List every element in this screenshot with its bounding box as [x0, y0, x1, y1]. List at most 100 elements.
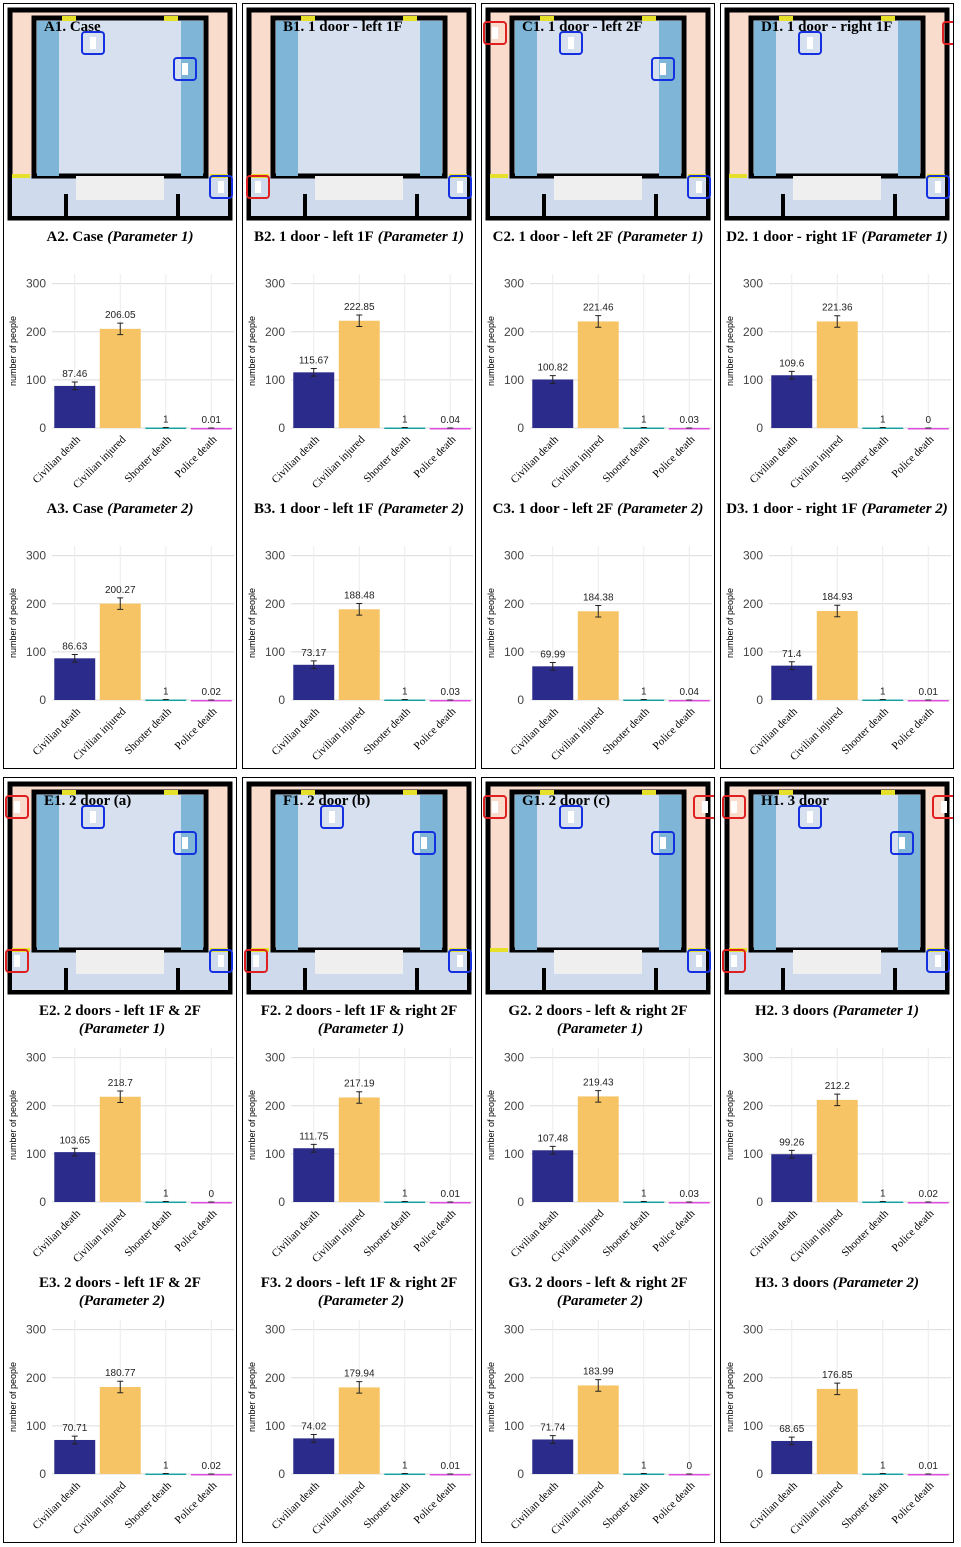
title-text: E2. 2 doors - left 1F & 2F — [39, 1003, 201, 1019]
y-tick-label: 100 — [504, 645, 524, 659]
chart: number of people0100200300100.82Civilian… — [486, 274, 712, 491]
x-tick-label: Police death — [412, 705, 459, 752]
bar — [293, 664, 335, 700]
bar — [429, 1473, 471, 1476]
y-tick-label: 300 — [26, 277, 46, 291]
value-label: 86.63 — [62, 641, 87, 652]
opening — [218, 955, 224, 967]
y-tick-label: 0 — [39, 1467, 46, 1481]
bar — [816, 1388, 858, 1474]
room-strip — [659, 795, 681, 950]
door-marker — [5, 949, 29, 973]
opening — [90, 37, 96, 49]
x-tick-label: Police death — [173, 433, 220, 480]
value-label: 0.01 — [919, 1461, 939, 1472]
error-bar — [71, 1147, 78, 1157]
value-label: 0.04 — [680, 687, 700, 698]
opening — [182, 837, 188, 849]
wall — [64, 968, 68, 990]
y-tick-label: 100 — [504, 373, 524, 387]
subtitle-text: (Parameter 1) — [78, 1021, 166, 1037]
error-bar — [310, 1434, 317, 1443]
error-bar — [117, 1090, 124, 1104]
x-tick-label: Shooter death — [361, 1479, 413, 1531]
value-label: 200.27 — [105, 585, 136, 596]
value-label: 1 — [880, 1461, 886, 1472]
door-marker — [942, 21, 953, 45]
wall — [542, 968, 546, 990]
chart-title: G3. 2 doors - left & right 2F (Parameter … — [482, 1274, 714, 1310]
bar — [384, 427, 426, 430]
value-label: 0.03 — [680, 1189, 700, 1200]
y-axis-label: number of people — [725, 1362, 735, 1432]
y-tick-label: 100 — [504, 1147, 524, 1161]
x-tick-label: Police death — [890, 705, 937, 752]
value-label: 1 — [402, 1189, 408, 1200]
value-label: 1 — [641, 1461, 647, 1472]
value-label: 1 — [641, 687, 647, 698]
door — [403, 16, 417, 21]
room-strip — [898, 795, 920, 950]
room-interior — [31, 789, 209, 953]
error-bar — [788, 1436, 795, 1446]
value-label: 0.01 — [441, 1189, 461, 1200]
error-bar — [595, 315, 602, 328]
subtitle-text: (Parameter 2) — [617, 501, 704, 517]
x-tick-label: Shooter death — [122, 705, 174, 757]
y-tick-label: 0 — [517, 421, 524, 435]
subtitle-text: (Parameter 1) — [556, 1021, 644, 1037]
room-strip — [515, 21, 537, 176]
opening — [807, 37, 813, 49]
opening — [218, 181, 224, 193]
y-tick-label: 300 — [265, 1051, 285, 1065]
opening — [492, 801, 498, 813]
chart: number of people0100200300103.65Civilian… — [8, 1048, 234, 1265]
chart-title: B2. 1 door - left 1F (Parameter 1) — [243, 228, 475, 246]
door-marker — [687, 949, 711, 973]
x-tick-label: Police death — [890, 1207, 937, 1254]
error-bar — [356, 314, 363, 328]
value-label: 1 — [880, 415, 886, 426]
value-label: 0.04 — [441, 415, 461, 426]
y-axis-label: number of people — [725, 588, 735, 658]
panel: H1. 3 door H2. 3 doors (Parameter 1) number… — [720, 777, 954, 1543]
door-marker — [81, 31, 105, 55]
y-tick-label: 200 — [265, 1099, 285, 1113]
title-text: C3. 1 door - left 2F — [492, 501, 614, 517]
door — [779, 16, 793, 21]
stage — [793, 176, 881, 200]
error-bar — [356, 1381, 363, 1394]
value-label: 212.2 — [825, 1081, 850, 1092]
bar — [577, 1385, 619, 1474]
chart-title: H2. 3 doors (Parameter 1) — [721, 1002, 953, 1020]
y-tick-label: 100 — [265, 1147, 285, 1161]
y-tick-label: 200 — [26, 1099, 46, 1113]
x-tick-label: Shooter death — [600, 1479, 652, 1531]
bar — [384, 1473, 426, 1476]
bar — [907, 699, 949, 702]
value-label: 109.6 — [779, 358, 804, 369]
door-marker — [412, 831, 436, 855]
bar — [338, 609, 380, 700]
x-tick-label: Shooter death — [361, 1207, 413, 1259]
wall — [64, 194, 68, 216]
error-bar — [117, 1380, 124, 1394]
bar — [54, 1152, 96, 1202]
title-text: G3. 2 doors - left & right 2F — [508, 1275, 688, 1291]
y-tick-label: 0 — [517, 1467, 524, 1481]
door-marker — [559, 31, 583, 55]
value-label: 0.02 — [202, 687, 222, 698]
door — [301, 16, 315, 21]
bar — [384, 699, 426, 702]
subtitle-text: (Parameter 1) — [317, 1021, 405, 1037]
y-tick-label: 100 — [26, 1419, 46, 1433]
title-text: C2. 1 door - left 2F — [492, 229, 614, 245]
value-label: 0.02 — [919, 1189, 939, 1200]
value-label: 0.01 — [919, 687, 939, 698]
room-strip — [420, 795, 442, 950]
bar — [816, 1099, 858, 1202]
wall — [893, 968, 897, 990]
y-tick-label: 200 — [265, 597, 285, 611]
value-label: 180.77 — [105, 1368, 136, 1379]
